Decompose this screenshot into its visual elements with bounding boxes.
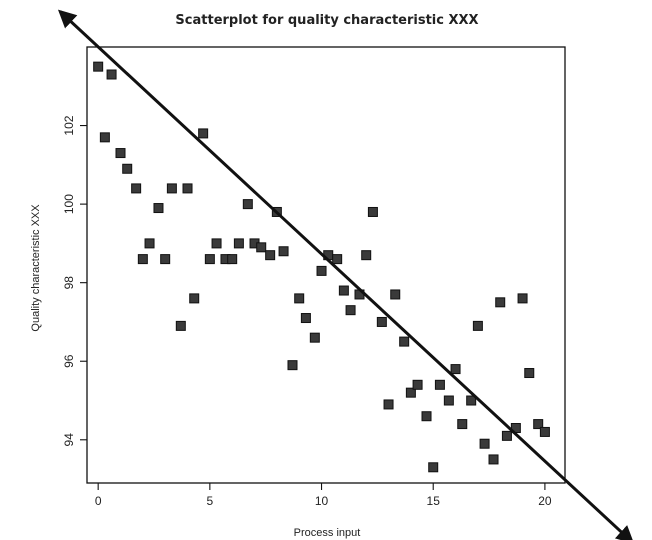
data-point (144, 238, 155, 249)
y-axis: 94 96 98 100 102 (62, 115, 87, 446)
data-point (204, 254, 215, 265)
data-point (428, 462, 439, 473)
data-point (376, 316, 387, 327)
data-point (495, 297, 506, 308)
data-points (93, 61, 550, 473)
data-point (153, 203, 164, 214)
data-point (122, 163, 133, 174)
data-point (501, 430, 512, 441)
data-point (106, 69, 117, 80)
data-point (434, 379, 445, 390)
trend-line (57, 9, 635, 540)
y-tick-label: 102 (62, 115, 76, 135)
data-point (367, 206, 378, 217)
x-tick-label: 10 (315, 494, 329, 508)
data-point (345, 305, 356, 316)
data-point (131, 183, 142, 194)
data-point (309, 332, 320, 343)
data-point (488, 454, 499, 465)
data-point (160, 254, 171, 265)
x-tick-label: 20 (538, 494, 552, 508)
data-point (399, 336, 410, 347)
data-point (115, 148, 126, 159)
x-axis-label: Process input (294, 527, 361, 539)
data-point (479, 438, 490, 449)
chart-title: Scatterplot for quality characteristic X… (175, 13, 478, 28)
data-point (300, 313, 311, 324)
data-point (99, 132, 110, 143)
data-point (457, 419, 468, 430)
data-point (450, 364, 461, 375)
data-point (265, 250, 276, 261)
data-point (332, 254, 343, 265)
data-point (242, 199, 253, 210)
x-axis: 0 5 10 15 20 (95, 483, 552, 508)
y-tick-label: 94 (62, 433, 76, 447)
data-point (278, 246, 289, 257)
x-tick-label: 15 (427, 494, 441, 508)
data-point (175, 320, 186, 331)
data-point (287, 360, 298, 371)
data-point (166, 183, 177, 194)
data-point (383, 399, 394, 410)
data-point (338, 285, 349, 296)
data-point (211, 238, 222, 249)
data-point (137, 254, 148, 265)
data-point (472, 320, 483, 331)
data-point (539, 426, 550, 437)
data-point (182, 183, 193, 194)
data-point (256, 242, 267, 253)
x-tick-label: 0 (95, 494, 102, 508)
data-point (93, 61, 104, 72)
data-point (361, 250, 372, 261)
data-point (227, 254, 238, 265)
data-point (189, 293, 200, 304)
data-point (421, 411, 432, 422)
data-point (198, 128, 209, 139)
y-axis-label: Quality characteristic XXX (30, 204, 42, 332)
x-tick-label: 5 (207, 494, 214, 508)
data-point (294, 293, 305, 304)
y-tick-label: 100 (62, 194, 76, 214)
data-point (443, 395, 454, 406)
data-point (233, 238, 244, 249)
data-point (524, 368, 535, 379)
plot-frame (86, 46, 566, 484)
data-point (517, 293, 528, 304)
data-point (412, 379, 423, 390)
data-point (390, 289, 401, 300)
y-tick-label: 96 (62, 354, 76, 368)
y-tick-label: 98 (62, 276, 76, 290)
data-point (316, 265, 327, 276)
